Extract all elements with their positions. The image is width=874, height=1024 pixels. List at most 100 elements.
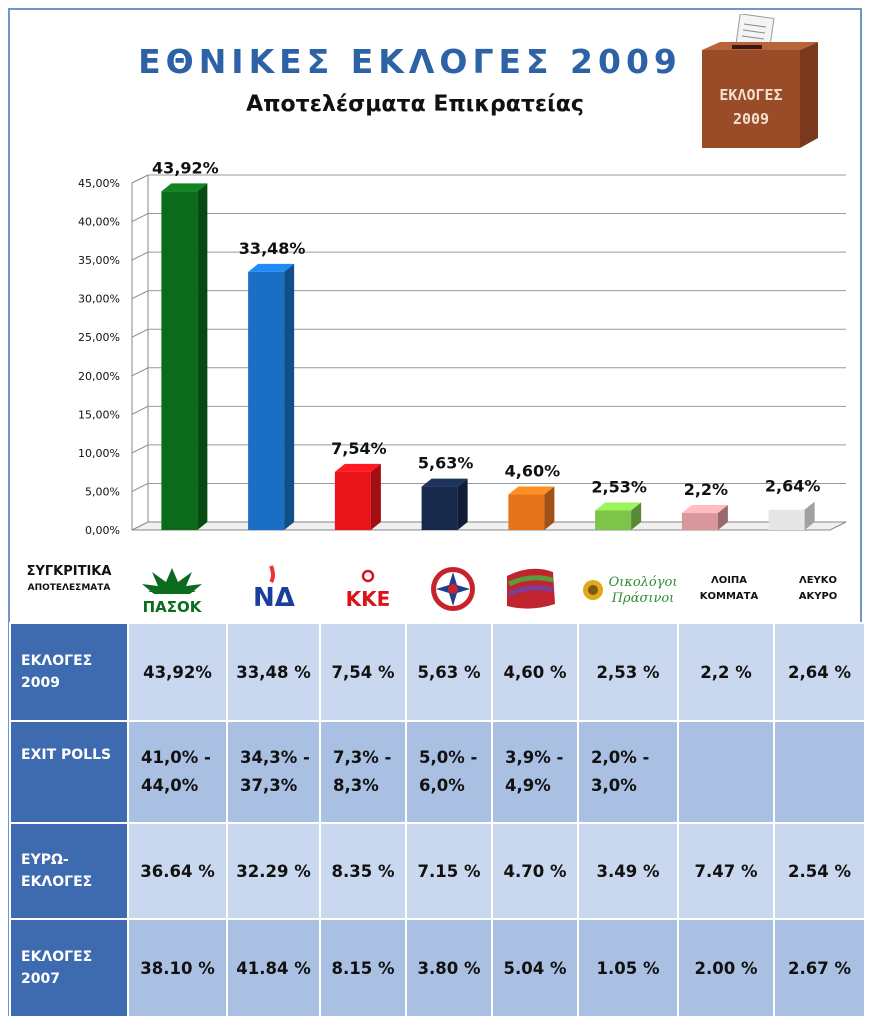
- syriza-logo: [498, 558, 562, 620]
- table-cell: 2,2 %: [677, 622, 775, 722]
- comparison-label-line2: ΑΠΟΤΕΛΕΣΜΑΤΑ: [27, 583, 111, 593]
- table-cell: 41,0% - 44,0%: [127, 720, 228, 824]
- table-cell: 1.05 %: [577, 918, 679, 1018]
- gridline-diagonal: [131, 290, 149, 300]
- nd-logo-text: ΝΔ: [253, 583, 295, 613]
- table-cell: 8.35 %: [319, 822, 407, 920]
- bar: [508, 486, 555, 530]
- bar: [421, 478, 468, 530]
- y-tick-label: 15,00%: [78, 408, 120, 421]
- bar: [161, 183, 208, 530]
- kke-logo: ΚΚΕ: [332, 558, 404, 620]
- table-row: ΕΚΛΟΓΕΣ 2009 43,92% 33,48 % 7,54 % 5,63 …: [9, 622, 866, 722]
- bar-top: [508, 486, 555, 495]
- table-cell: 41.84 %: [226, 918, 321, 1018]
- data-label: 7,54%: [331, 439, 387, 458]
- table-cell: 7,3% - 8,3%: [319, 720, 407, 824]
- laos-logo: [418, 558, 488, 620]
- bar-top: [248, 263, 295, 272]
- gridline-diagonal: [131, 367, 149, 377]
- y-axis-ticks: 0,00% 5,00% 10,00% 15,00% 20,00% 25,00% 30,00%…: [78, 177, 120, 537]
- chart-bars: [161, 183, 815, 530]
- gridline-diagonal: [131, 251, 149, 261]
- bar-front: [161, 191, 198, 530]
- table-cell: 2.54 %: [773, 822, 866, 920]
- table-row: EXIT POLLS 41,0% - 44,0% 34,3% - 37,3% 7…: [9, 720, 866, 824]
- y-tick-label: 10,00%: [78, 447, 120, 460]
- table-cell: 38.10 %: [127, 918, 228, 1018]
- table-cell: 7.15 %: [405, 822, 493, 920]
- gridline-diagonal: [131, 444, 149, 454]
- page-subtitle: Αποτελέσματα Επικρατείας: [246, 92, 584, 117]
- gridline-diagonal: [131, 405, 149, 415]
- data-label: 43,92%: [152, 158, 219, 177]
- page-title: ΕΘΝΙΚΕΣ ΕΚΛΟΓΕΣ 2009: [138, 42, 682, 81]
- bar-side: [804, 501, 815, 530]
- loipa-line1: ΛΟΙΠΑ: [710, 575, 748, 586]
- bar: [595, 502, 642, 530]
- comparison-label: ΣΥΓΚΡΙΤΙΚΑ ΑΠΟΤΕΛΕΣΜΑΤΑ: [14, 564, 124, 593]
- chart-grid: [131, 174, 847, 531]
- row-label: ΕΚΛΟΓΕΣ 2009: [9, 622, 129, 722]
- row-label: ΕΚΛΟΓΕΣ 2007: [9, 918, 129, 1018]
- table-cell: 3.80 %: [405, 918, 493, 1018]
- lefko-line2: ΑΚΥΡΟ: [798, 591, 838, 602]
- bar: [334, 463, 381, 530]
- gridline-diagonal: [131, 174, 149, 184]
- table-cell: 4.70 %: [491, 822, 579, 920]
- row-label: EXIT POLLS: [9, 720, 129, 824]
- kke-logo-text: ΚΚΕ: [346, 587, 391, 611]
- bar: [768, 501, 815, 530]
- ballot-text-1: ΕΚΛΟΓΕΣ: [719, 86, 782, 104]
- bar-top: [421, 478, 468, 487]
- bar-top: [681, 505, 728, 514]
- bar-top: [334, 463, 381, 472]
- nd-logo: ΝΔ: [236, 558, 312, 620]
- bar-side: [544, 486, 555, 530]
- table-cell: 8.15 %: [319, 918, 407, 1018]
- table-cell: 7.47 %: [677, 822, 775, 920]
- data-label: 4,60%: [505, 462, 561, 481]
- bar-side: [197, 183, 208, 530]
- oikologoi-text-2: Πράσινοι: [611, 591, 675, 606]
- bar-front: [334, 471, 371, 530]
- y-tick-label: 20,00%: [78, 370, 120, 383]
- table-cell: 2.00 %: [677, 918, 775, 1018]
- bar-front: [508, 494, 545, 530]
- table-cell: [773, 720, 866, 824]
- table-cell: 34,3% - 37,3%: [226, 720, 321, 824]
- bar-side: [631, 502, 642, 530]
- lefko-label: ΛΕΥΚΟ ΑΚΥΡΟ: [776, 558, 860, 620]
- gridline-diagonal: [131, 482, 149, 492]
- loipa-line2: ΚΟΜΜΑΤΑ: [699, 591, 759, 602]
- ballot-box-icon: ΕΚΛΟΓΕΣ 2009: [702, 14, 818, 148]
- table-row: ΕΥΡΩ- ΕΚΛΟΓΕΣ 36.64 % 32.29 % 8.35 % 7.1…: [9, 822, 866, 920]
- table-row: ΕΚΛΟΓΕΣ 2007 38.10 % 41.84 % 8.15 % 3.80…: [9, 918, 866, 1018]
- data-label: 5,63%: [418, 454, 474, 473]
- bar-top: [161, 183, 208, 192]
- table-cell: 5.04 %: [491, 918, 579, 1018]
- table-cell: 5,0% - 6,0%: [405, 720, 493, 824]
- bar: [248, 263, 295, 530]
- data-label: 2,53%: [591, 477, 647, 496]
- table-cell: 3,9% - 4,9%: [491, 720, 579, 824]
- bar-front: [421, 486, 458, 530]
- ballot-text-2: 2009: [733, 110, 769, 128]
- data-label: 2,64%: [765, 477, 821, 496]
- data-label: 2,2%: [684, 480, 728, 499]
- row-label: ΕΥΡΩ- ΕΚΛΟΓΕΣ: [9, 822, 129, 920]
- data-label: 33,48%: [239, 239, 306, 258]
- oikologoi-text-1: Οικολόγοι: [609, 575, 678, 590]
- table-cell: 5,63 %: [405, 622, 493, 722]
- lefko-line1: ΛΕΥΚΟ: [798, 575, 838, 586]
- bar-front: [595, 510, 632, 530]
- bar-front: [248, 271, 285, 530]
- y-tick-label: 35,00%: [78, 254, 120, 267]
- table-cell: 43,92%: [127, 622, 228, 722]
- comparison-label-line1: ΣΥΓΚΡΙΤΙΚΑ: [26, 564, 112, 579]
- table-cell: 3.49 %: [577, 822, 679, 920]
- y-tick-label: 40,00%: [78, 216, 120, 229]
- table-cell: 4,60 %: [491, 622, 579, 722]
- results-table: ΕΚΛΟΓΕΣ 2009 43,92% 33,48 % 7,54 % 5,63 …: [9, 622, 866, 1018]
- table-cell: 2,53 %: [577, 622, 679, 722]
